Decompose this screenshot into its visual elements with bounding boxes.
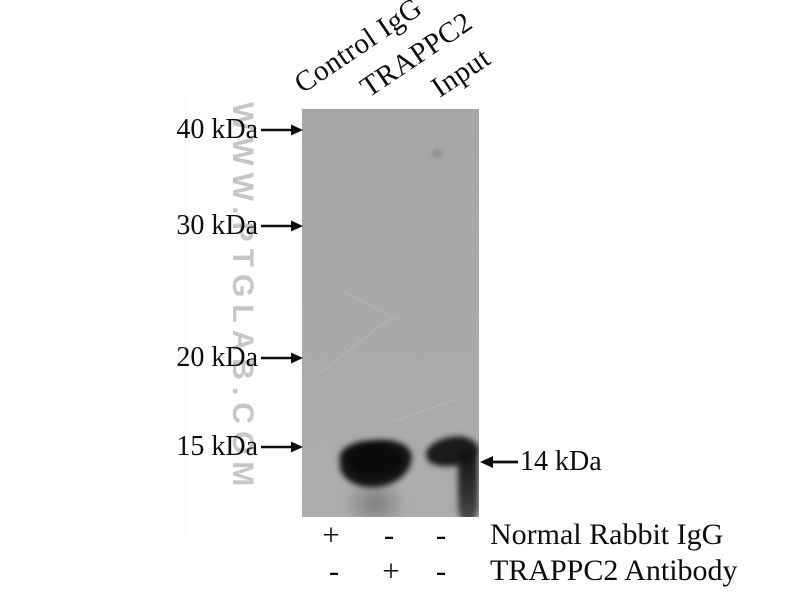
mw-marker-30kda: 30 kDa: [140, 211, 303, 241]
right-arrow-icon: [261, 352, 303, 364]
band-annotation-label: 14 kDa: [520, 446, 602, 477]
mw-marker-label: 30 kDa: [176, 210, 258, 241]
band-input-smear: [458, 451, 478, 517]
condition-label: TRAPPC2 Antibody: [490, 554, 738, 587]
mw-marker-40kda: 40 kDa: [140, 115, 303, 145]
mw-marker-label: 40 kDa: [176, 114, 258, 145]
membrane-speck: [432, 149, 442, 158]
condition-symbol: -: [435, 517, 447, 552]
band-shadow-smudge: [346, 485, 404, 517]
condition-symbol: +: [322, 517, 340, 552]
mw-marker-15kda: 15 kDa: [140, 432, 303, 462]
condition-symbol: -: [435, 553, 447, 588]
condition-symbol: -: [328, 553, 340, 588]
mw-marker-label: 20 kDa: [176, 342, 258, 373]
right-arrow-icon: [261, 441, 303, 453]
condition-symbol: -: [383, 517, 395, 552]
mw-marker-label: 15 kDa: [176, 431, 258, 462]
mw-marker-20kda: 20 kDa: [140, 343, 303, 373]
condition-row-normal-rabbit-igg: + - - Normal Rabbit IgG: [0, 518, 800, 552]
left-arrow-icon: [480, 456, 518, 468]
right-arrow-icon: [261, 124, 303, 136]
band-annotation: 14 kDa: [480, 446, 602, 478]
band-trappc2-ip-core: [348, 445, 402, 475]
right-arrow-icon: [261, 220, 303, 232]
blot-membrane: [302, 109, 479, 517]
condition-symbol: +: [382, 553, 400, 588]
scan-fold-line: [185, 100, 186, 532]
condition-label: Normal Rabbit IgG: [490, 518, 724, 551]
condition-row-trappc2-antibody: - + - TRAPPC2 Antibody: [0, 554, 800, 588]
